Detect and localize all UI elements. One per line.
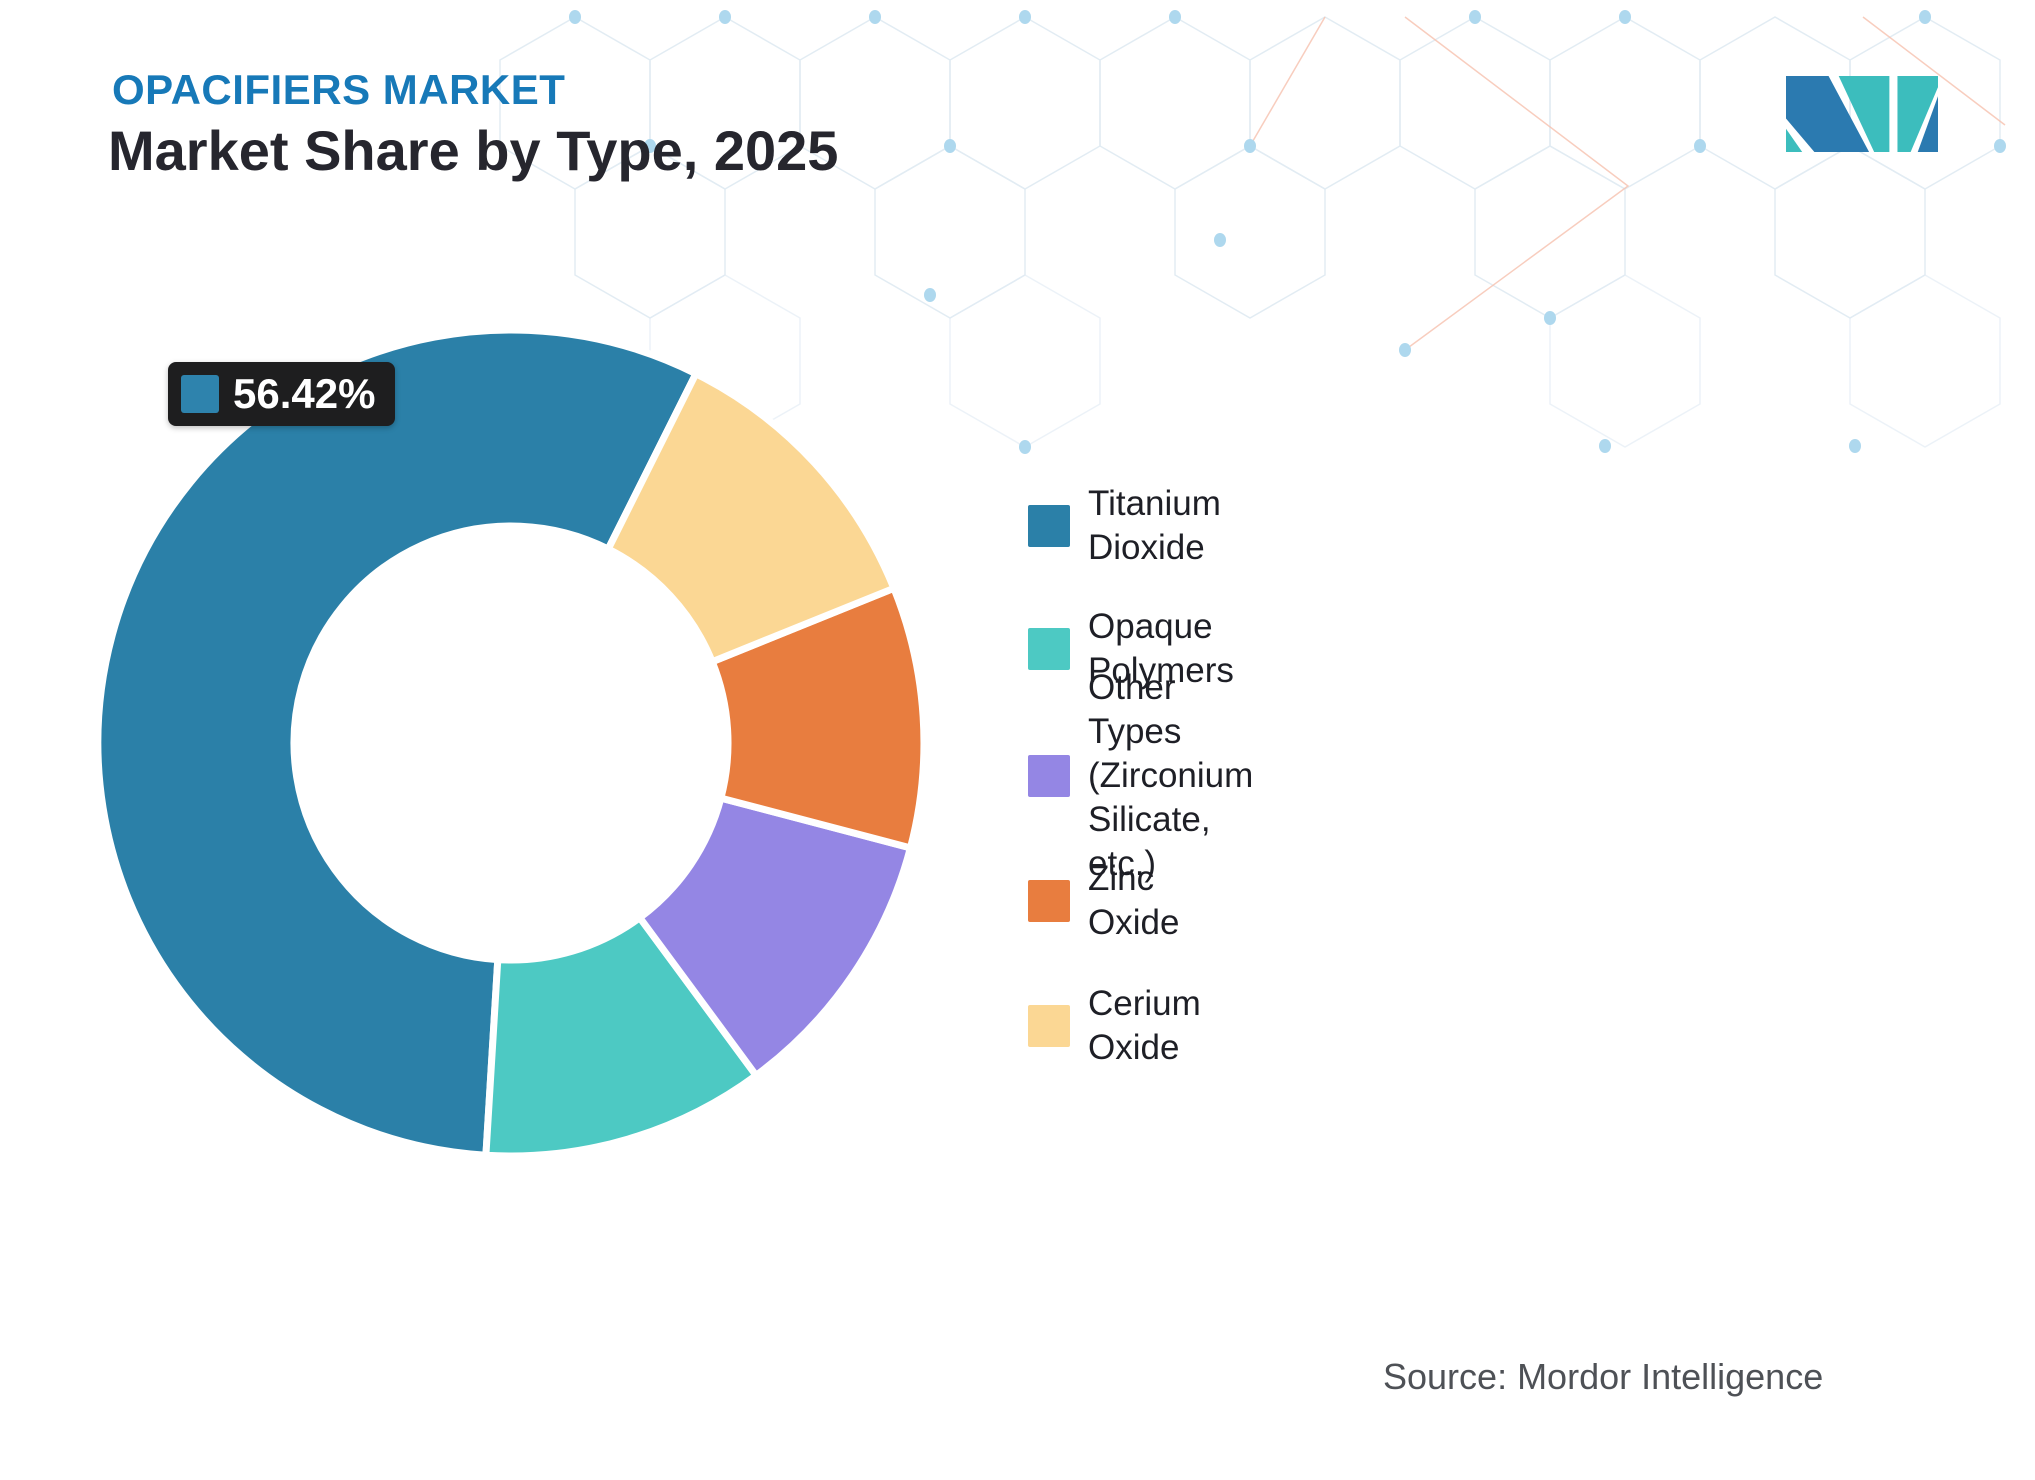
source-credit: Source: Mordor Intelligence [1383, 1356, 1824, 1397]
legend-label: Cerium Oxide [1088, 984, 1201, 1067]
donut-chart [94, 326, 928, 1160]
legend-swatch-cerium-oxide [1028, 1005, 1070, 1047]
legend-swatch-zinc-oxide [1028, 880, 1070, 922]
legend-item-titanium-dioxide[interactable]: Titanium Dioxide [1028, 482, 1221, 570]
callout-swatch [181, 375, 219, 413]
legend-item-cerium-oxide[interactable]: Cerium Oxide [1028, 982, 1201, 1070]
legend-label: Opaque Polymers [1088, 607, 1234, 690]
chart-title: Market Share by Type, 2025 [108, 119, 839, 182]
callout-value: 56.42% [233, 370, 376, 417]
report-title: OPACIFIERS MARKET [112, 66, 566, 113]
pie-slice-cerium-oxide[interactable] [604, 370, 898, 666]
logo-mark [1786, 76, 1938, 152]
value-callout: 56.42% [168, 362, 396, 426]
legend-item-opaque-polymers[interactable]: Opaque Polymers [1028, 605, 1234, 693]
legend-label: Other Types (Zirconium Silicate, etc.) [1088, 668, 1254, 883]
pattern-dots [569, 10, 2006, 454]
donut-chart-area [91, 323, 931, 1163]
legend-swatch-opaque-polymers [1028, 628, 1070, 670]
legend-swatch-titanium-dioxide [1028, 505, 1070, 547]
legend-label: Zinc Oxide [1088, 859, 1180, 942]
pattern-accent-lines [1249, 16, 2006, 351]
legend-swatch-other-types [1028, 755, 1070, 797]
legend-label: Titanium Dioxide [1088, 484, 1221, 567]
mordor-intelligence-logo [1786, 76, 1938, 152]
legend-item-zinc-oxide[interactable]: Zinc Oxide [1028, 857, 1179, 945]
legend-item-other-types[interactable]: Other Types (Zirconium Silicate, etc.) [1028, 666, 1253, 886]
